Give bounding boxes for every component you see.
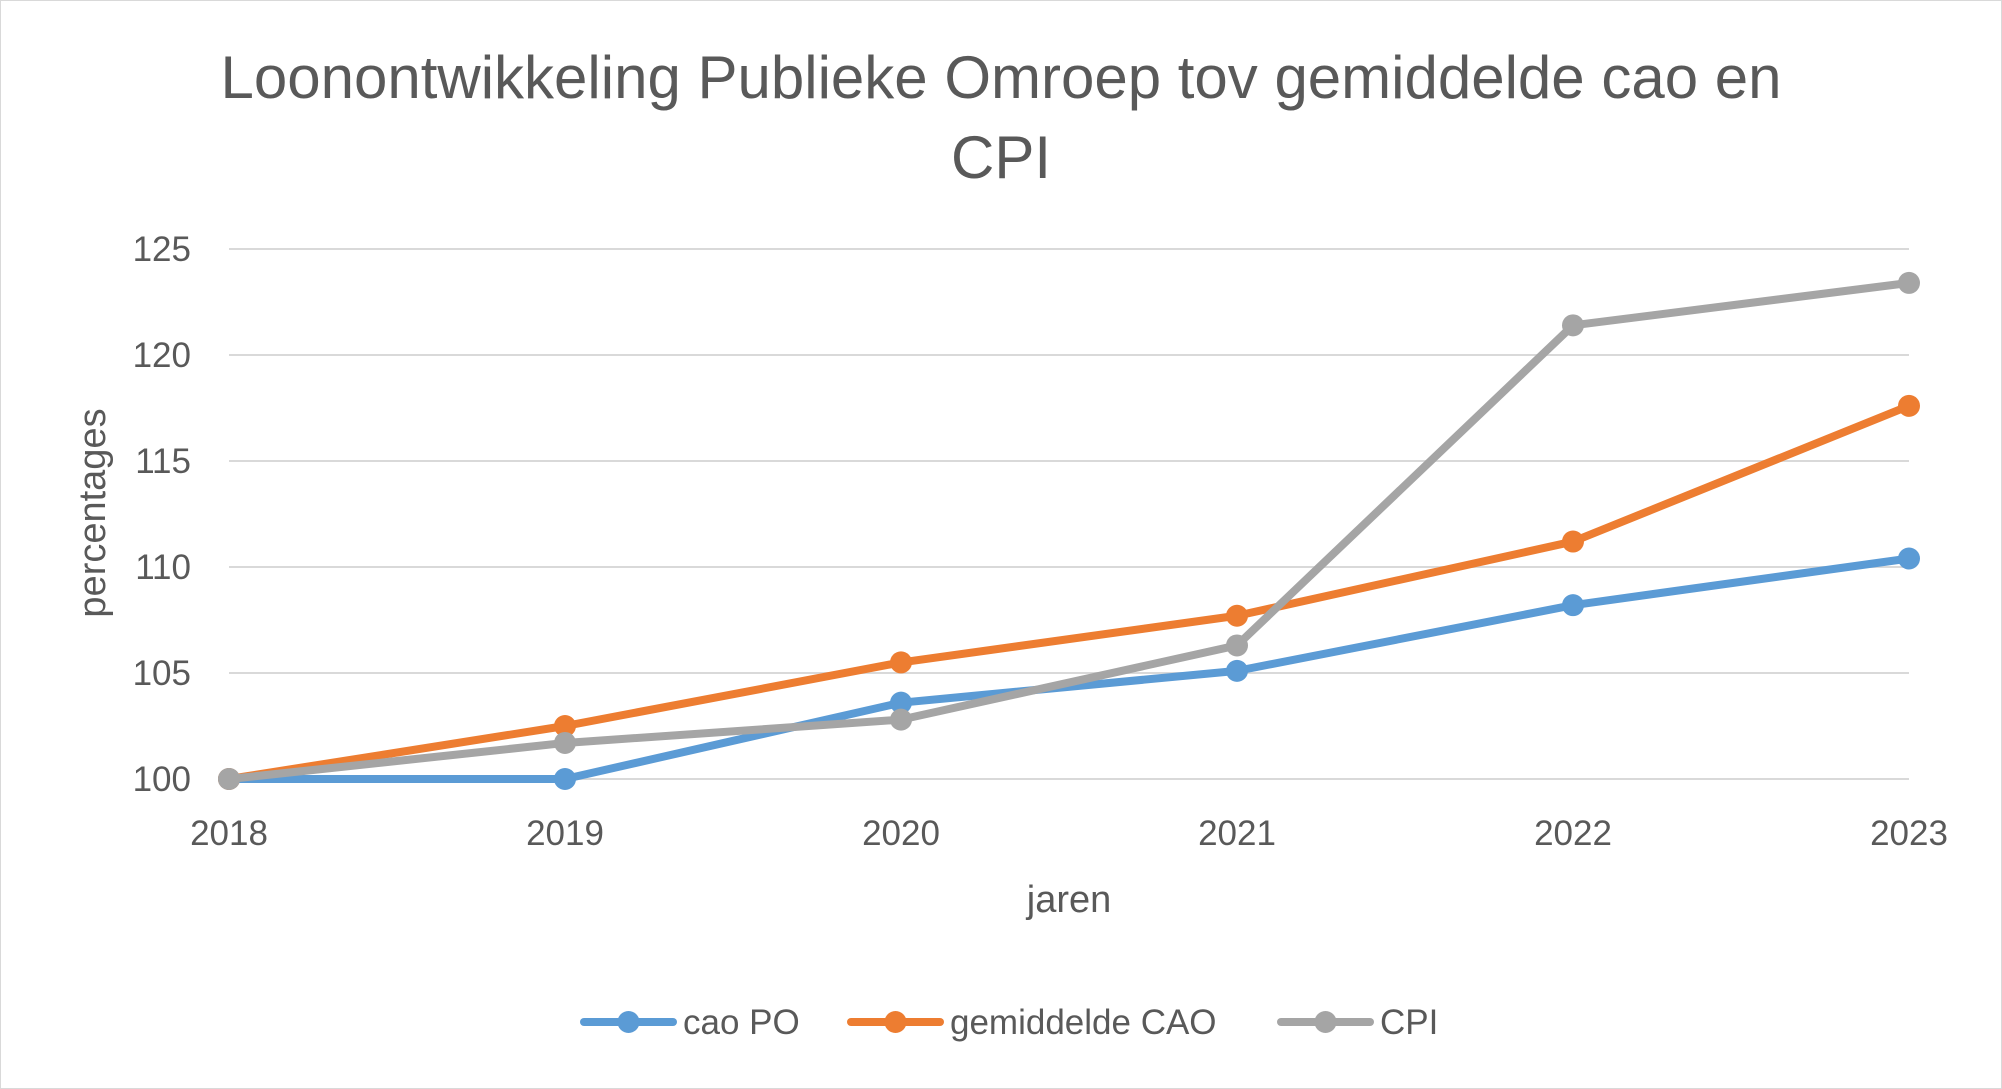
y-tick-label: 100 xyxy=(133,760,191,799)
gridlines xyxy=(229,248,1909,780)
chart-title-line-2: CPI xyxy=(951,124,1051,191)
data-point xyxy=(218,768,240,790)
data-point xyxy=(1898,547,1920,570)
y-tick-label: 125 xyxy=(133,230,191,269)
chart-title-line-1: Loonontwikkeling Publieke Omroep tov gem… xyxy=(221,44,1782,111)
data-point xyxy=(1562,594,1584,617)
y-tick-label: 120 xyxy=(133,336,191,375)
series-cao-po xyxy=(218,547,1920,790)
data-point xyxy=(890,708,912,731)
y-axis-ticks: 100 105 110 115 120 125 xyxy=(133,230,191,799)
series-line xyxy=(225,278,1913,783)
legend-item-cpi: CPI xyxy=(1277,1003,1438,1042)
data-point xyxy=(1562,314,1584,337)
legend-swatch-marker xyxy=(617,1011,640,1033)
x-tick-label: 2018 xyxy=(190,814,268,853)
data-point xyxy=(1226,659,1248,682)
series-line xyxy=(225,401,1913,783)
data-point xyxy=(890,691,912,714)
x-tick-label: 2021 xyxy=(1198,814,1276,853)
x-tick-label: 2022 xyxy=(1534,814,1612,853)
legend-item-gemiddelde-cao: gemiddelde CAO xyxy=(847,1003,1217,1042)
y-tick-label: 110 xyxy=(135,548,191,587)
legend-swatch-marker xyxy=(884,1011,907,1033)
data-point xyxy=(1562,530,1584,553)
data-point xyxy=(1226,604,1248,627)
x-tick-label: 2019 xyxy=(526,814,604,853)
legend-label: cao PO xyxy=(683,1003,800,1042)
data-point xyxy=(1898,394,1920,417)
series-line xyxy=(225,554,1913,783)
x-axis-ticks: 2018 2019 2020 2021 2022 2023 xyxy=(190,814,1948,853)
data-point xyxy=(890,651,912,674)
legend-swatch-marker xyxy=(1314,1011,1337,1033)
legend-label: CPI xyxy=(1380,1003,1438,1042)
legend: cao PO gemiddelde CAO CPI xyxy=(580,1003,1438,1042)
x-tick-label: 2020 xyxy=(862,814,940,853)
series-cpi xyxy=(218,271,1920,790)
legend-label: gemiddelde CAO xyxy=(950,1003,1217,1042)
data-point xyxy=(554,731,576,754)
data-point xyxy=(1898,271,1920,294)
data-series xyxy=(218,271,1920,790)
legend-item-cao-po: cao PO xyxy=(580,1003,800,1042)
data-point xyxy=(554,768,576,790)
x-tick-label: 2023 xyxy=(1870,814,1948,853)
data-point xyxy=(554,715,576,737)
y-tick-label: 115 xyxy=(135,442,191,481)
y-axis-title: percentages xyxy=(72,408,114,617)
x-axis-title: jaren xyxy=(1026,879,1112,921)
data-point xyxy=(1226,634,1248,657)
y-tick-label: 105 xyxy=(133,654,191,693)
